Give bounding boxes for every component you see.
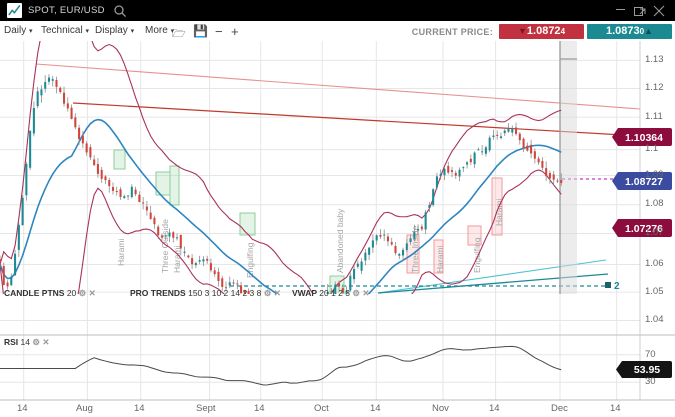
svg-text:Abandoned baby: Abandoned baby — [335, 208, 345, 273]
svg-text:Harami: Harami — [435, 245, 445, 273]
svg-text:Harami: Harami — [116, 238, 126, 266]
svg-text:1.10364: 1.10364 — [625, 132, 663, 144]
svg-text:2: 2 — [614, 281, 620, 292]
svg-text:Harami: Harami — [494, 198, 504, 226]
svg-text:53.95: 53.95 — [634, 364, 660, 376]
svg-text:Engulfing: Engulfing — [472, 237, 482, 273]
svg-text:Three Outside: Three Outside — [160, 219, 170, 273]
